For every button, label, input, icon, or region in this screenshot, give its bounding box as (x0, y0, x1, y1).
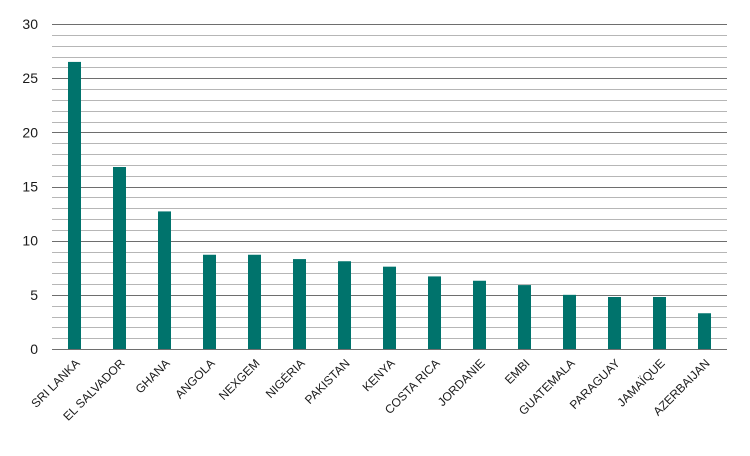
bar (113, 167, 126, 349)
bar (383, 266, 396, 349)
y-tick-label: 30 (22, 16, 38, 32)
x-tick-label: PAKISTAN (302, 356, 353, 407)
bar (338, 261, 351, 349)
y-tick-label: 0 (30, 341, 38, 357)
bar (203, 254, 216, 349)
x-tick-label: EMBI (502, 356, 533, 387)
bar (518, 285, 531, 349)
y-tick-label: 15 (22, 179, 38, 195)
bars (68, 61, 711, 350)
x-tick-label: GHANA (133, 356, 173, 396)
y-tick-label: 20 (22, 124, 38, 140)
y-tick-label: 5 (30, 287, 38, 303)
bar (248, 254, 261, 349)
bar (428, 276, 441, 349)
bar (473, 280, 486, 349)
bar (698, 313, 711, 349)
y-tick-label: 25 (22, 70, 38, 86)
bar (653, 297, 666, 349)
bar (68, 61, 81, 350)
x-tick-label: JORDANIE (435, 356, 488, 409)
bar (563, 294, 576, 349)
bar (293, 259, 306, 349)
bar (608, 297, 621, 349)
x-tick-label: KENYA (360, 356, 398, 394)
x-tick-label: NEXGEM (216, 356, 263, 403)
x-tick-label: NIGÉRIA (262, 356, 307, 401)
y-axis-ticks: 0 5 10 15 20 25 30 (22, 16, 38, 357)
bar (158, 211, 171, 349)
y-tick-label: 10 (22, 233, 38, 249)
x-tick-label: ANGOLA (172, 356, 217, 401)
